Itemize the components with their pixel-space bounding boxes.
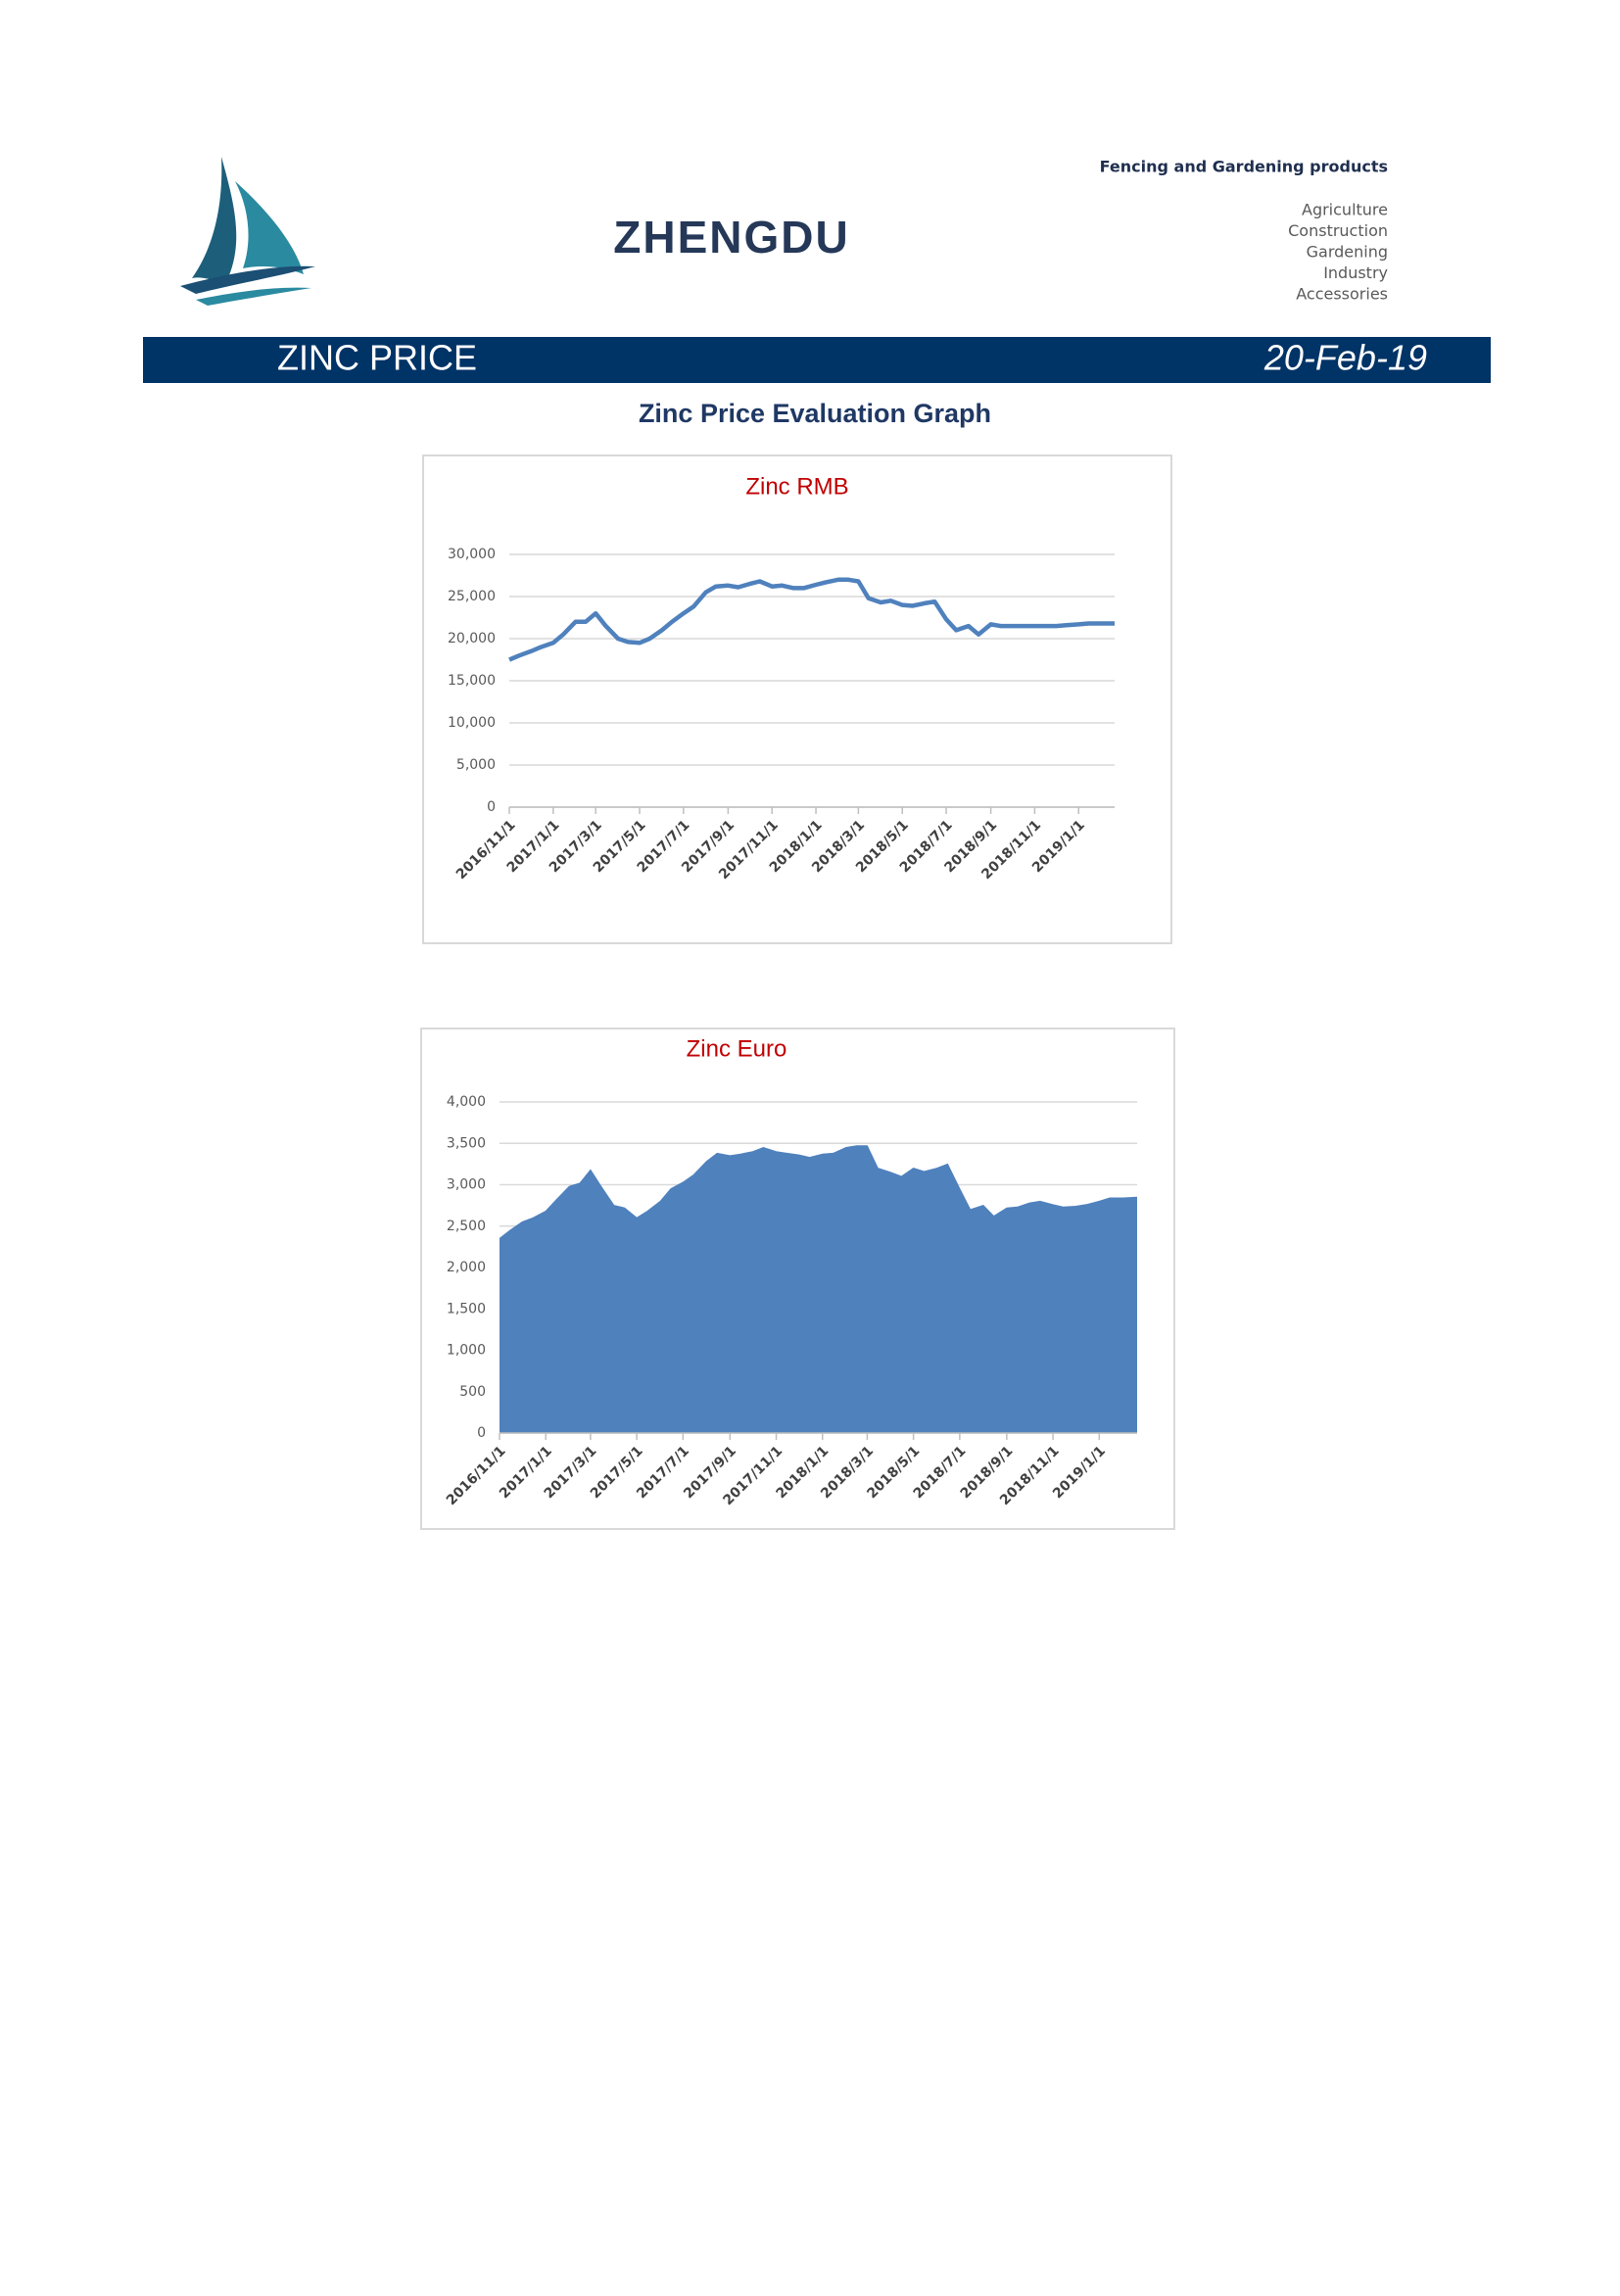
y-tick-label: 20,000 — [448, 631, 496, 646]
y-tick-label: 500 — [459, 1384, 486, 1400]
chart-title: Zinc Euro — [687, 1035, 787, 1062]
line — [508, 577, 1115, 662]
y-tick-label: 3,000 — [447, 1177, 486, 1193]
area — [499, 1145, 1138, 1239]
chart-title: Zinc RMB — [745, 473, 848, 500]
y-tick-label: 2,000 — [447, 1260, 486, 1275]
y-tick-label: 1,000 — [447, 1343, 486, 1359]
chart: Zinc RMB 0 5,000 10,000 15,000 20,000 25,000 30… — [422, 454, 1172, 944]
sector: Agriculture — [1302, 201, 1388, 219]
section-title: Zinc Price Evaluation Graph — [639, 399, 991, 428]
sector: Construction — [1288, 221, 1388, 240]
y-tick-label: 30,000 — [448, 547, 496, 562]
y-tick-label: 0 — [487, 799, 496, 815]
y-tick-label: 4,000 — [447, 1094, 486, 1110]
banner-date: 20-Feb-19 — [1263, 338, 1427, 378]
banner-title: ZINC PRICE — [277, 338, 477, 378]
tagline: Fencing and Gardening products — [1100, 158, 1388, 176]
y-tick-label: 0 — [477, 1425, 486, 1441]
sector-list: Agriculture Construction GardeningIndustry… — [1288, 201, 1388, 304]
sector: Industry — [1323, 263, 1388, 282]
y-tick-label: 10,000 — [448, 715, 496, 731]
company-name: ZHENGDU — [613, 212, 849, 263]
y-tick-label: 5,000 — [456, 757, 496, 773]
logo — [180, 157, 315, 306]
sector: Gardening — [1307, 243, 1388, 262]
sector: Accessories — [1296, 285, 1388, 304]
y-tick-label: 1,500 — [447, 1301, 486, 1316]
chart: Zinc Euro 0 500 1,000 1,500 2,000 2,500 3,000 3,… — [420, 1028, 1175, 1530]
banner — [143, 337, 1491, 383]
chart-frame — [422, 454, 1172, 944]
y-tick-label: 25,000 — [448, 589, 496, 604]
y-tick-label: 15,000 — [448, 673, 496, 689]
area-fill — [500, 1145, 1137, 1433]
y-tick-label: 2,500 — [447, 1219, 486, 1234]
y-tick-label: 3,500 — [447, 1135, 486, 1151]
